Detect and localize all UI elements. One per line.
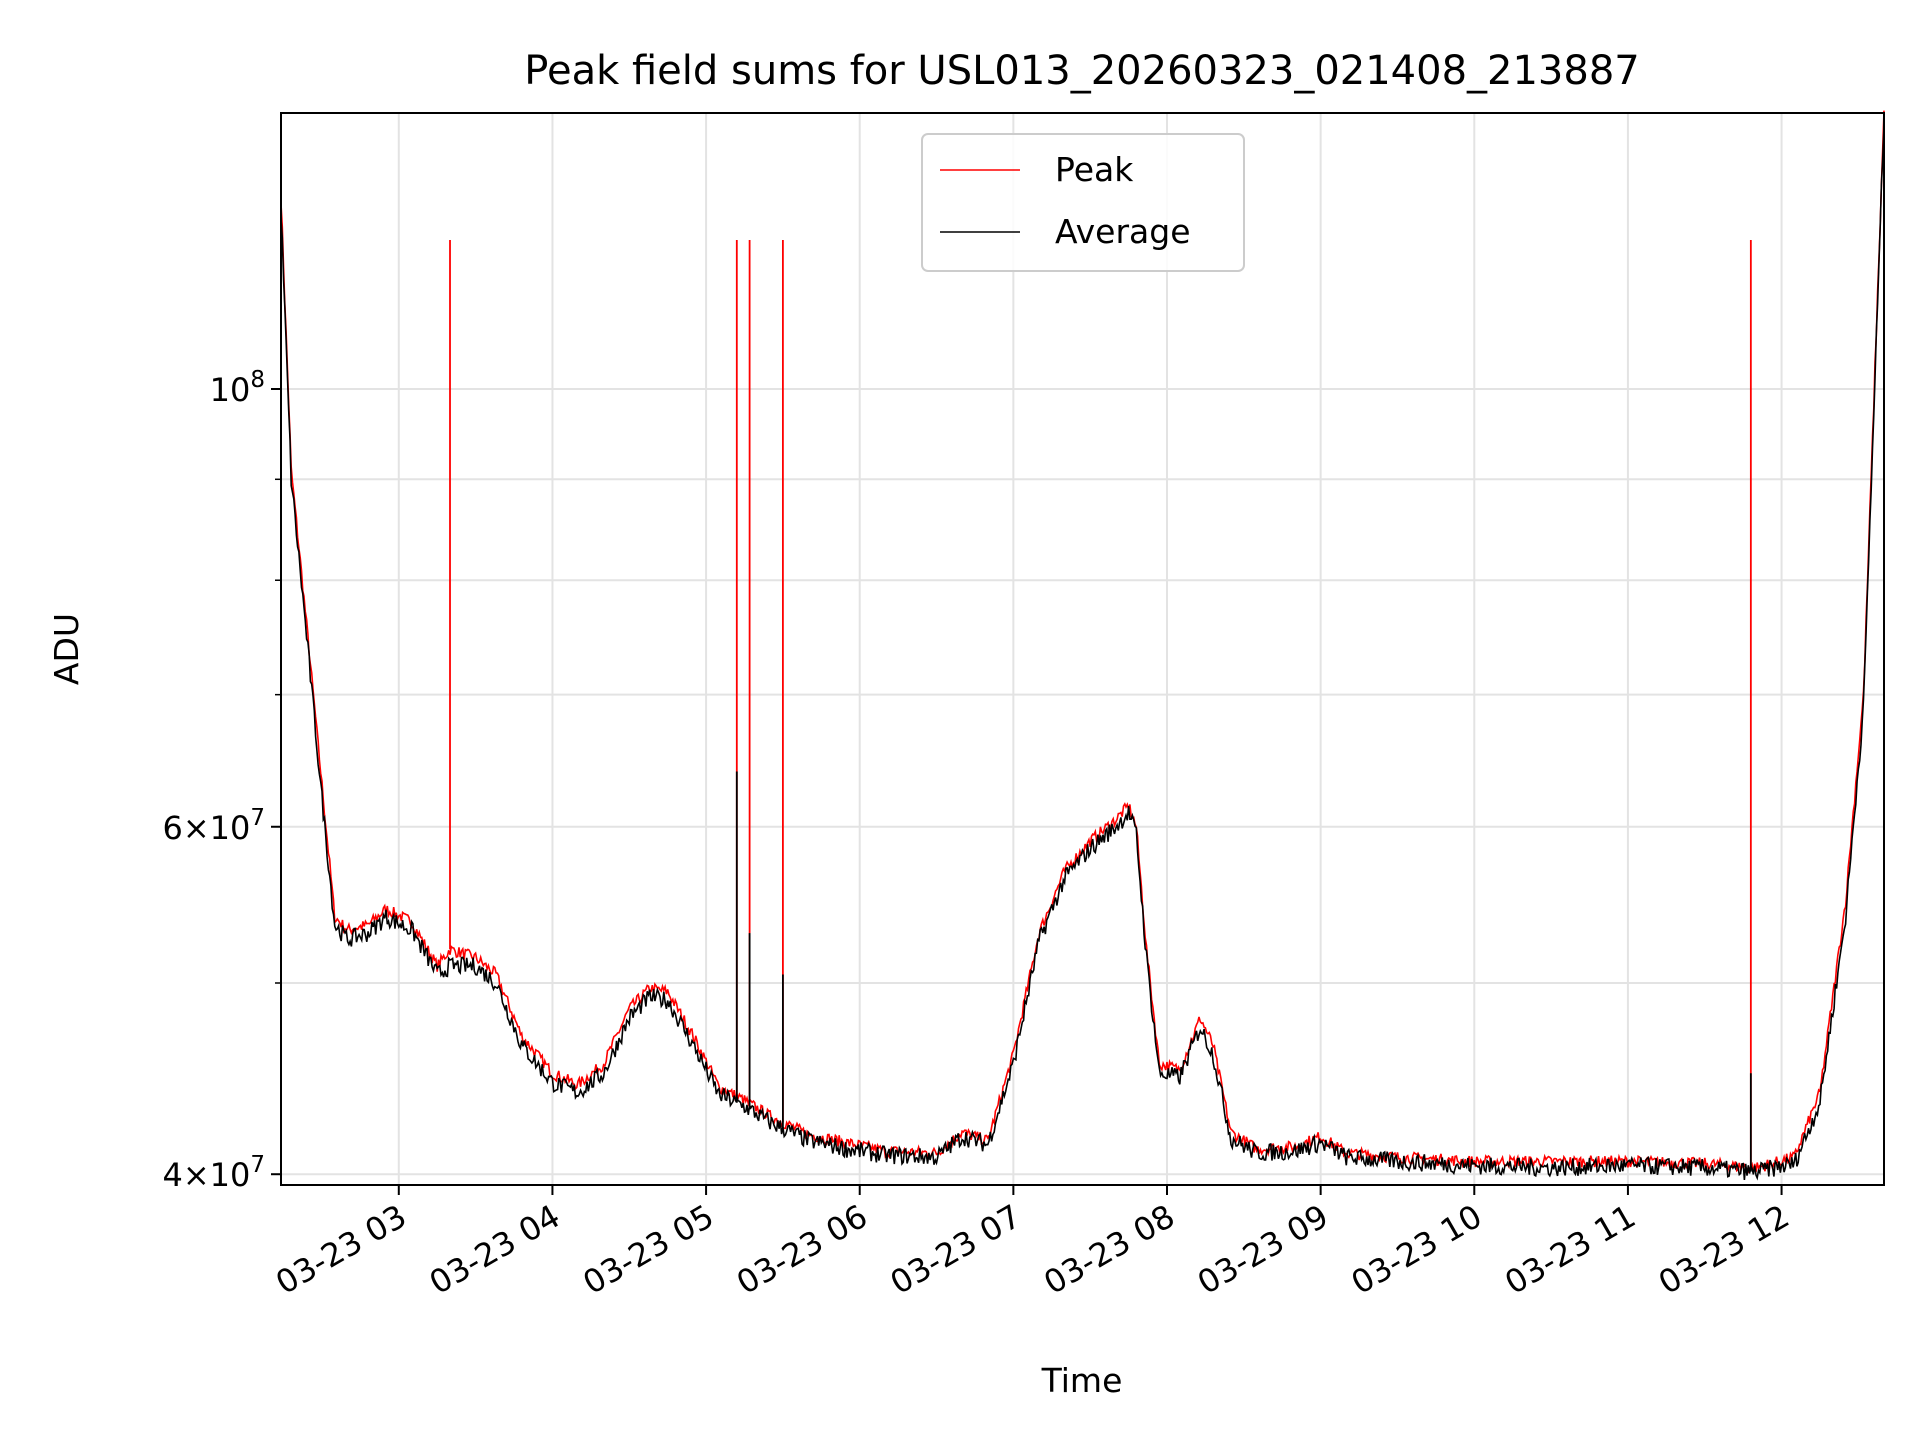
y-tick-label: 6×107 [162, 805, 265, 847]
x-axis-label: Time [1041, 1361, 1123, 1400]
y-axis-label: ADU [47, 613, 86, 685]
chart-title: Peak field sums for USL013_20260323_0214… [524, 48, 1639, 94]
legend-label-peak: Peak [1055, 150, 1134, 189]
series-layer [280, 110, 1885, 1181]
legend: Peak Average [921, 133, 1245, 272]
series-line-average [280, 125, 1885, 1181]
grid-lines [281, 113, 1884, 1185]
y-axis-ticks: 4×107 6×107 108 [162, 367, 281, 1194]
y-tick-label: 4×107 [162, 1152, 265, 1194]
plot-frame [280, 112, 1885, 1186]
legend-box [921, 133, 1245, 272]
y-tick-label: 108 [210, 367, 265, 409]
legend-label-average: Average [1055, 212, 1191, 251]
